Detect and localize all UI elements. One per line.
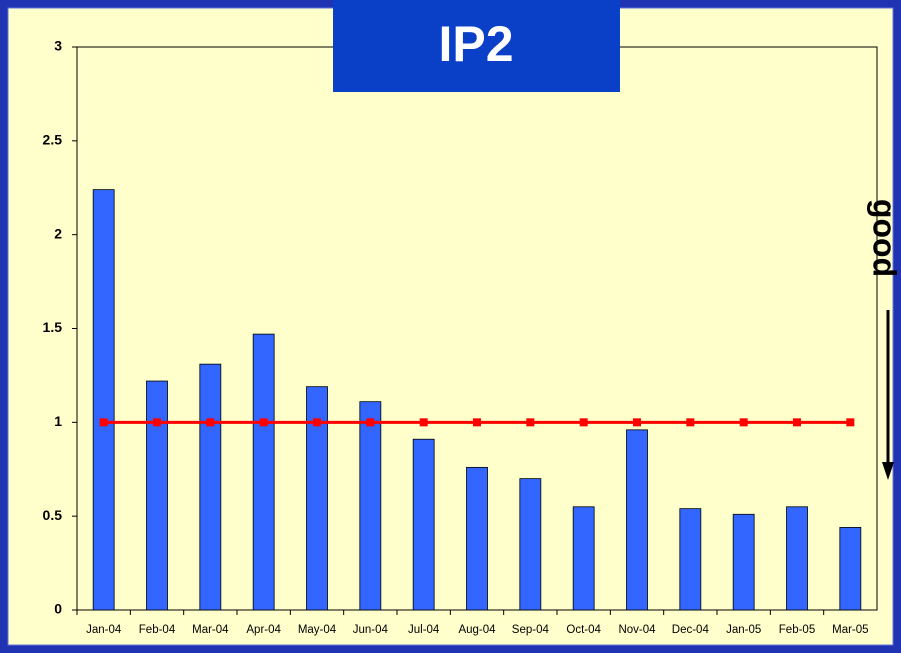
bar [786, 506, 808, 611]
background [7, 7, 894, 646]
x-tick-label: Jan-05 [726, 624, 761, 636]
marker [633, 418, 641, 427]
bar [839, 527, 862, 611]
bar [359, 401, 382, 611]
y-tick-label: 3 [54, 38, 62, 54]
marker [686, 418, 695, 427]
y-tick-label: 2 [54, 225, 62, 241]
x-tick-label: Feb-04 [139, 624, 176, 636]
bar [732, 513, 755, 611]
bar [306, 386, 328, 611]
x-tick-label: Jan-04 [86, 624, 122, 636]
x-tick-label: Dec-04 [672, 624, 710, 636]
bar [252, 333, 275, 611]
y-tick-label: 1.5 [43, 319, 63, 335]
bar [519, 478, 542, 611]
x-tick-label: Mar-05 [832, 624, 868, 636]
marker [419, 418, 428, 427]
x-tick-label: Nov-04 [618, 624, 656, 636]
marker [259, 418, 268, 427]
x-tick-label: Jul-04 [408, 624, 440, 636]
x-tick-label: Sep-04 [512, 624, 550, 636]
marker [206, 418, 215, 427]
bar [146, 380, 168, 611]
title-box [333, 0, 620, 92]
bar [412, 438, 435, 611]
marker [846, 418, 855, 427]
x-tick-label: May-04 [298, 624, 337, 636]
marker [366, 418, 375, 427]
x-tick-label: Feb-05 [779, 624, 815, 636]
marker [526, 418, 535, 427]
marker [99, 418, 108, 427]
arrow-head [882, 462, 894, 480]
x-tick-label: Oct-04 [566, 624, 601, 636]
marker [579, 418, 588, 427]
chart-title: IP2 [438, 16, 513, 72]
bar [466, 466, 488, 611]
x-tick-label: Mar-04 [192, 624, 229, 636]
bar [92, 189, 115, 611]
x-tick-label: Jun-04 [353, 624, 389, 636]
marker [313, 418, 321, 427]
bar [199, 363, 222, 611]
y-tick-label: 0.5 [43, 507, 63, 523]
bar [679, 508, 702, 611]
annotation: good [867, 199, 901, 277]
x-tick-label: Apr-04 [246, 624, 281, 636]
x-tick-label: Aug-04 [458, 624, 496, 636]
y-tick-label: 2.5 [43, 132, 63, 148]
marker [153, 418, 161, 427]
y-tick-label: 0 [54, 601, 62, 617]
bar [572, 506, 595, 611]
marker [793, 418, 801, 427]
marker [473, 418, 481, 427]
bar [626, 429, 648, 611]
marker [739, 418, 748, 427]
y-tick-label: 1 [54, 413, 62, 429]
